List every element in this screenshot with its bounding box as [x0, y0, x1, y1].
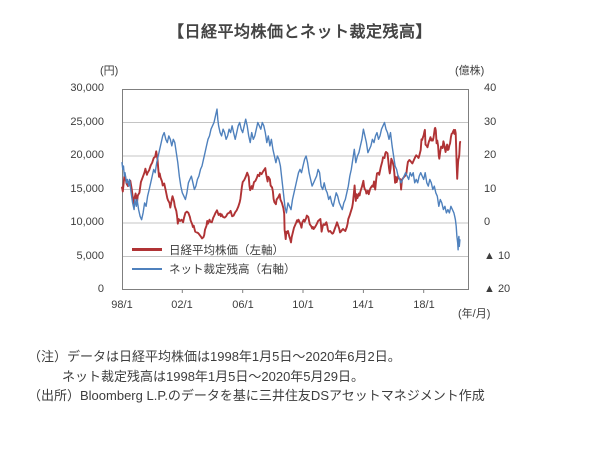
x-axis-tick-label: 10/1 [292, 299, 314, 311]
left-axis-tick-label: 10,000 [70, 216, 104, 228]
left-axis-tick-label: 25,000 [70, 116, 104, 128]
legend-label-arbitrage: ネット裁定残高（右軸） [169, 263, 296, 276]
x-axis-tick-label: 06/1 [232, 299, 254, 311]
right-axis-tick-label: 0 [484, 216, 491, 228]
right-axis-tick-label: 30 [484, 116, 497, 128]
x-axis-tick-label: 18/1 [413, 299, 435, 311]
right-axis-tick-label: 40 [484, 82, 497, 94]
left-axis-unit-label: (円) [100, 65, 119, 77]
x-axis-unit-label: (年/月) [458, 308, 491, 320]
right-axis-tick-label: 20 [484, 149, 497, 161]
right-axis-tick-label: ▲ 20 [484, 283, 511, 295]
x-axis-tick-label: 14/1 [352, 299, 374, 311]
note-line-3: （出所）Bloomberg L.P.のデータを基に三井住友DSアセットマネジメン… [28, 388, 485, 403]
legend-entry-arbitrage: ネット裁定残高（右軸） [132, 259, 296, 278]
legend-label-nikkei: 日経平均株価（左軸） [169, 244, 284, 257]
nikkei-line-swatch [132, 248, 162, 251]
x-axis-tick-label: 02/1 [171, 299, 193, 311]
right-axis-unit-label: (億株) [455, 65, 485, 77]
left-axis-tick-label: 30,000 [70, 82, 104, 94]
left-axis-tick-label: 5,000 [76, 250, 104, 262]
chart-title: 【日経平均株価とネット裁定残高】 [167, 24, 432, 41]
series-line-1 [121, 108, 461, 251]
legend: 日経平均株価（左軸） ネット裁定残高（右軸） [132, 240, 296, 278]
x-axis-tick-label: 98/1 [111, 299, 133, 311]
series-line-0 [121, 126, 462, 244]
right-axis-tick-label: ▲ 10 [484, 250, 511, 262]
plot-area [121, 89, 469, 293]
right-axis-tick-label: 10 [484, 183, 497, 195]
note-line-1: （注）データは日経平均株価は1998年1月5日～2020年6月2日。 [28, 349, 401, 364]
left-axis-tick-label: 15,000 [70, 183, 104, 195]
note-line-2: ネット裁定残高は1998年1月5日～2020年5月29日。 [62, 368, 364, 384]
legend-entry-nikkei: 日経平均株価（左軸） [132, 240, 296, 259]
left-axis-tick-label: 20,000 [70, 149, 104, 161]
left-axis-tick-label: 0 [97, 283, 104, 295]
arbitrage-line-swatch [132, 267, 162, 270]
notes: （注）データは日経平均株価は1998年1月5日～2020年6月2日。 ネット裁定… [28, 347, 485, 406]
